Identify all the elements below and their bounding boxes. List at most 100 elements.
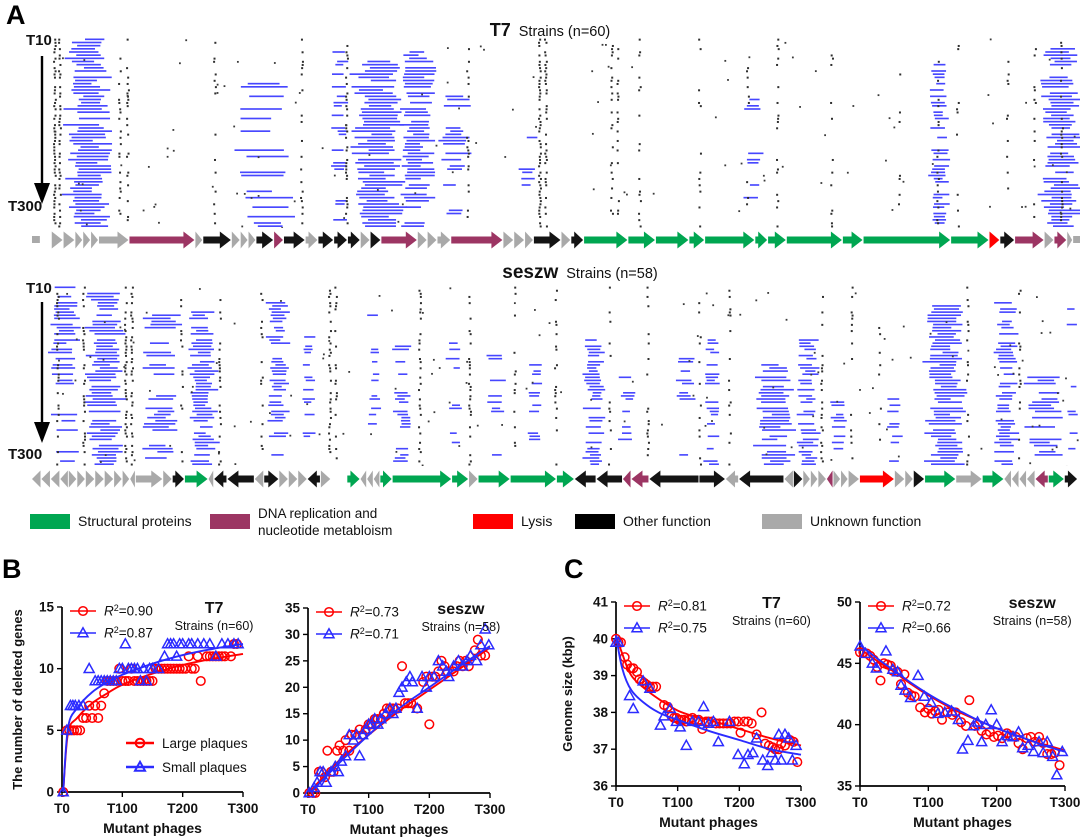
r-squared-label: R2=0.71 xyxy=(350,626,399,642)
deletion-bars xyxy=(48,286,1078,466)
map1-title-name: T7 xyxy=(489,20,511,40)
map1-ytop-label: T10 xyxy=(26,32,52,49)
legend-label-lysis: Lysis xyxy=(521,513,553,529)
r-squared-label: R2=0.87 xyxy=(104,625,153,641)
y-axis-title: Genome size (kbp) xyxy=(560,636,575,752)
chart-subtitle: Strains (n=58) xyxy=(993,614,1072,628)
x-tick-label: T0 xyxy=(300,802,316,817)
chart-title: T7 xyxy=(762,595,781,612)
x-tick-label: T0 xyxy=(54,801,70,816)
chart-subtitle: Strains (n=58) xyxy=(421,620,500,634)
small-plaques-series xyxy=(56,637,245,797)
x-tick-label: T100 xyxy=(662,795,693,810)
x-tick-label: T100 xyxy=(107,801,138,816)
deletion-map-seszw xyxy=(48,286,1079,466)
y-tick-label: 5 xyxy=(46,723,54,738)
y-tick-label: 15 xyxy=(39,600,55,615)
map2-ytop-label: T10 xyxy=(26,280,52,297)
series-name: Large plaques xyxy=(162,736,248,751)
chart-subtitle: Strains (n=60) xyxy=(175,619,254,633)
axes: 35 40 45 50 T0 T100 T200 T300 xyxy=(837,595,1080,811)
map1-title-n: Strains (n=60) xyxy=(518,24,611,40)
axes: 0 5 10 15 T0 T100 T200 T300 xyxy=(39,600,258,817)
y-tick-label: 35 xyxy=(837,779,853,794)
series-legend: Large plaques Small plaques xyxy=(126,736,248,775)
r2-legend: R2=0.90 R2=0.87 xyxy=(70,603,153,641)
x-tick-label: T200 xyxy=(981,795,1012,810)
map1-title: T7 Strains (n=60) xyxy=(430,20,670,41)
axes: 36 37 38 39 40 41 T0 T100 T200 T300 xyxy=(593,595,816,811)
r-squared-label: R2=0.81 xyxy=(658,598,707,614)
small-plaques-series xyxy=(609,634,803,771)
panel-a-label: A xyxy=(6,0,26,30)
legend-swatch-unknown xyxy=(762,514,802,529)
y-tick-label: 50 xyxy=(837,595,852,610)
x-tick-label: T300 xyxy=(475,802,506,817)
y-axis-title: The number of deleted genes xyxy=(10,609,25,790)
r-squared-label: R2=0.72 xyxy=(902,598,951,614)
map2-time-arrow-icon xyxy=(34,302,50,443)
deletion-map-t7 xyxy=(53,38,1080,228)
y-tick-label: 39 xyxy=(593,668,608,683)
chart-title: seszw xyxy=(437,601,485,618)
legend-swatch-structural xyxy=(30,514,70,529)
y-tick-label: 0 xyxy=(292,786,300,801)
series-name: Small plaques xyxy=(162,760,247,775)
y-tick-label: 40 xyxy=(837,717,852,732)
r-squared-label: R2=0.73 xyxy=(350,604,399,620)
legend-label-structural: Structural proteins xyxy=(78,513,192,529)
map1-time-arrow-icon xyxy=(34,56,50,204)
legend-swatch-lysis xyxy=(473,514,513,529)
panel-b-label: B xyxy=(2,554,22,584)
x-tick-label: T100 xyxy=(913,795,944,810)
gene-map-t7 xyxy=(32,231,1080,249)
y-tick-label: 0 xyxy=(46,785,54,800)
y-tick-label: 38 xyxy=(593,705,609,720)
y-tick-label: 10 xyxy=(39,661,54,676)
y-tick-label: 35 xyxy=(285,601,301,616)
small-plaques-series xyxy=(853,639,1069,780)
r-squared-label: R2=0.66 xyxy=(902,620,951,636)
gene-arrows xyxy=(32,231,1080,249)
y-tick-label: 5 xyxy=(292,759,300,774)
y-tick-label: 36 xyxy=(593,779,609,794)
map1-ybottom-label: T300 xyxy=(8,198,43,215)
legend-label-dna-line1: DNA replication and xyxy=(258,506,378,521)
chart-title: T7 xyxy=(205,600,224,617)
x-tick-label: T300 xyxy=(786,795,816,810)
x-tick-label: T300 xyxy=(1050,795,1080,810)
legend-swatch-dna xyxy=(210,514,250,529)
y-tick-label: 41 xyxy=(593,595,609,610)
r2-legend: R2=0.72 R2=0.66 xyxy=(868,598,951,636)
gene-arrows xyxy=(32,470,1078,488)
x-axis-title: Mutant phages xyxy=(350,821,449,837)
legend-swatch-other xyxy=(575,514,615,529)
y-tick-label: 20 xyxy=(285,680,300,695)
chart-genome-size-seszw: 35 40 45 50 T0 T100 T200 T300 Mutant phages R2=0.… xyxy=(837,595,1080,831)
snp-marks xyxy=(56,286,1079,466)
chart-deleted-genes-seszw: 0 5 10 15 20 25 30 35 T0 T100 T200 T300 Mutant phage… xyxy=(285,601,505,838)
deletion-bars xyxy=(62,38,1080,227)
y-tick-label: 45 xyxy=(837,656,853,671)
legend-label-dna: DNA replication and nucleotide metablois… xyxy=(258,505,392,539)
r-squared-label: R2=0.75 xyxy=(658,620,707,636)
y-tick-label: 37 xyxy=(593,742,608,757)
y-tick-label: 15 xyxy=(285,706,301,721)
chart-subtitle: Strains (n=60) xyxy=(732,614,811,628)
map2-title: seszw Strains (n=58) xyxy=(440,262,720,284)
legend-label-other: Other function xyxy=(623,513,711,529)
x-tick-label: T0 xyxy=(852,795,868,810)
large-plaques-series xyxy=(610,633,803,768)
r2-legend: R2=0.73 R2=0.71 xyxy=(316,604,399,642)
x-tick-label: T200 xyxy=(414,802,445,817)
r2-legend: R2=0.81 R2=0.75 xyxy=(624,598,707,636)
y-tick-label: 10 xyxy=(285,733,300,748)
axes: 0 5 10 15 20 25 30 35 T0 T100 T200 T300 xyxy=(285,601,505,818)
chart-genome-size-t7: 36 37 38 39 40 41 T0 T100 T200 T300 Mutant phages G… xyxy=(560,595,816,831)
x-tick-label: T200 xyxy=(724,795,755,810)
legend-label-dna-line2: nucleotide metabloism xyxy=(258,523,393,538)
map2-title-name: seszw xyxy=(502,262,559,283)
x-tick-label: T200 xyxy=(167,801,198,816)
x-tick-label: T100 xyxy=(353,802,384,817)
